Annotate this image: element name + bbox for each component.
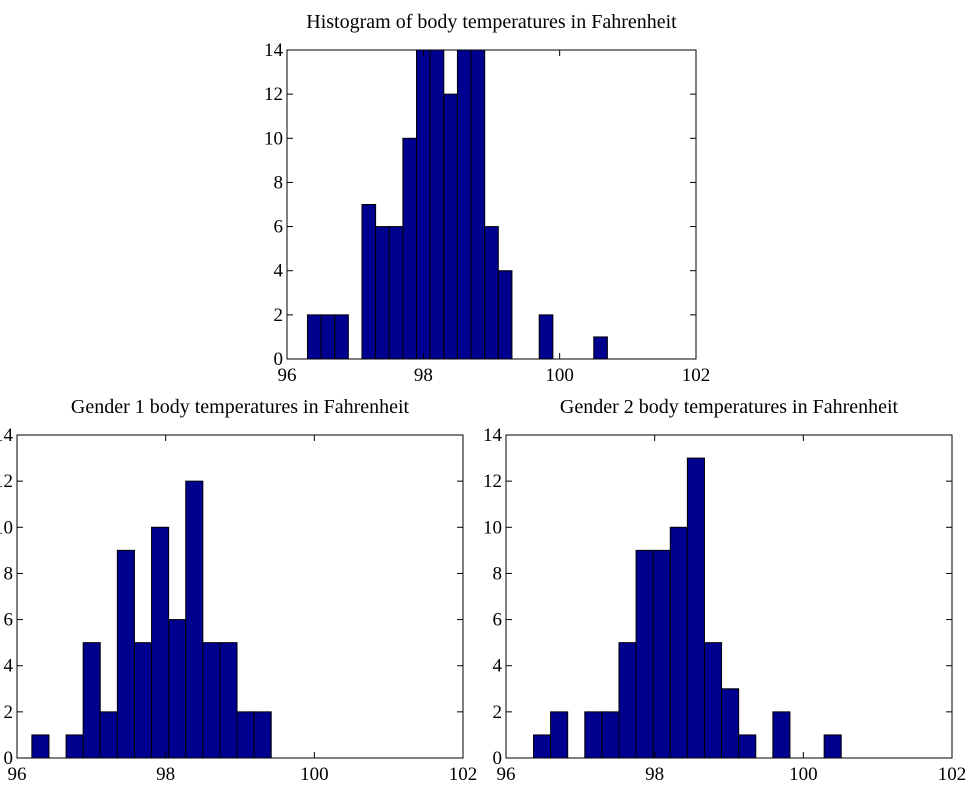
histogram-bar xyxy=(443,93,458,360)
x-tick-label: 98 xyxy=(156,764,175,785)
y-tick-label: 4 xyxy=(274,261,284,282)
histogram-bar xyxy=(185,480,204,759)
histogram-bar xyxy=(533,734,552,759)
x-tick-label: 96 xyxy=(8,764,27,785)
histogram-bar xyxy=(168,619,187,759)
histogram-bar xyxy=(584,711,603,759)
histogram-bar xyxy=(65,734,84,759)
histogram-bar xyxy=(593,336,608,360)
histogram-bar xyxy=(416,49,431,360)
y-tick-label: 2 xyxy=(4,702,14,723)
histogram-bar xyxy=(456,49,472,360)
histogram-bar xyxy=(253,711,272,759)
x-tick-label: 102 xyxy=(938,764,967,785)
histogram-bar xyxy=(721,688,740,759)
y-tick-label: 14 xyxy=(0,425,14,446)
histogram-bar xyxy=(31,734,50,759)
histogram-bar xyxy=(361,204,377,360)
y-tick-label: 0 xyxy=(4,748,14,769)
y-tick-label: 6 xyxy=(274,217,284,238)
axes-frame xyxy=(505,434,953,759)
axes-frame xyxy=(16,434,464,759)
y-tick-label: 10 xyxy=(0,517,13,538)
chart-title: Histogram of body temperatures in Fahren… xyxy=(306,11,677,33)
histogram-bar xyxy=(133,642,153,759)
histogram-bar xyxy=(669,526,688,759)
histogram-bar xyxy=(635,549,654,759)
histogram-bar xyxy=(470,49,486,360)
y-tick-label: 14 xyxy=(264,40,284,61)
histogram-bar xyxy=(484,226,499,360)
histogram-bar xyxy=(601,711,620,759)
x-tick-label: 96 xyxy=(497,764,516,785)
chart-title: Gender 1 body temperatures in Fahrenheit xyxy=(71,396,410,418)
y-tick-label: 4 xyxy=(493,656,503,677)
y-tick-label: 12 xyxy=(264,84,283,105)
y-tick-label: 0 xyxy=(274,349,284,370)
histogram-bar xyxy=(402,137,418,360)
y-tick-label: 10 xyxy=(264,128,283,149)
x-tick-label: 100 xyxy=(545,365,574,386)
y-tick-label: 12 xyxy=(483,471,502,492)
histogram-bar xyxy=(219,642,238,759)
histogram-panel-2: Gender 1 body temperatures in Fahrenheit… xyxy=(0,396,477,785)
histogram-bar xyxy=(772,711,791,759)
histogram-bar xyxy=(334,314,349,360)
histogram-bar xyxy=(236,711,255,759)
histogram-bar xyxy=(823,734,842,759)
x-tick-label: 96 xyxy=(278,365,297,386)
histogram-bar xyxy=(320,314,336,360)
histogram-bar xyxy=(82,642,101,759)
axes-frame xyxy=(286,49,697,360)
y-tick-label: 14 xyxy=(483,425,503,446)
histogram-panel-3: Gender 2 body temperatures in Fahrenheit… xyxy=(483,396,966,785)
histogram-bar xyxy=(388,226,404,360)
x-tick-label: 98 xyxy=(414,365,433,386)
y-tick-label: 6 xyxy=(4,610,14,631)
x-tick-label: 102 xyxy=(449,764,478,785)
y-tick-label: 2 xyxy=(274,305,284,326)
y-tick-label: 6 xyxy=(493,610,503,631)
histogram-bar xyxy=(618,642,637,759)
histogram-bar xyxy=(116,549,135,759)
x-tick-label: 100 xyxy=(789,764,818,785)
y-tick-label: 0 xyxy=(493,748,503,769)
y-tick-label: 4 xyxy=(4,656,14,677)
histogram-bar xyxy=(99,711,118,759)
histogram-bar xyxy=(550,711,569,759)
y-tick-label: 8 xyxy=(4,563,14,584)
histogram-bar xyxy=(652,549,671,759)
histogram-bar xyxy=(686,457,705,759)
y-tick-label: 2 xyxy=(493,702,503,723)
x-tick-label: 98 xyxy=(645,764,664,785)
histogram-bar xyxy=(151,526,170,759)
y-tick-label: 10 xyxy=(483,517,502,538)
histogram-bar xyxy=(375,226,390,360)
histogram-bar xyxy=(306,314,322,360)
histogram-bar xyxy=(497,270,513,360)
histogram-panel-1: Histogram of body temperatures in Fahren… xyxy=(264,11,710,386)
y-tick-label: 8 xyxy=(493,563,503,584)
histogram-bar xyxy=(538,314,554,360)
chart-title: Gender 2 body temperatures in Fahrenheit xyxy=(560,396,899,418)
x-tick-label: 100 xyxy=(300,764,329,785)
x-tick-label: 102 xyxy=(682,365,711,386)
histogram-bar xyxy=(703,642,723,759)
y-tick-label: 8 xyxy=(274,172,284,193)
histogram-bar xyxy=(202,642,221,759)
histogram-bar xyxy=(429,49,445,360)
y-tick-label: 12 xyxy=(0,471,13,492)
histogram-bar xyxy=(738,734,757,759)
